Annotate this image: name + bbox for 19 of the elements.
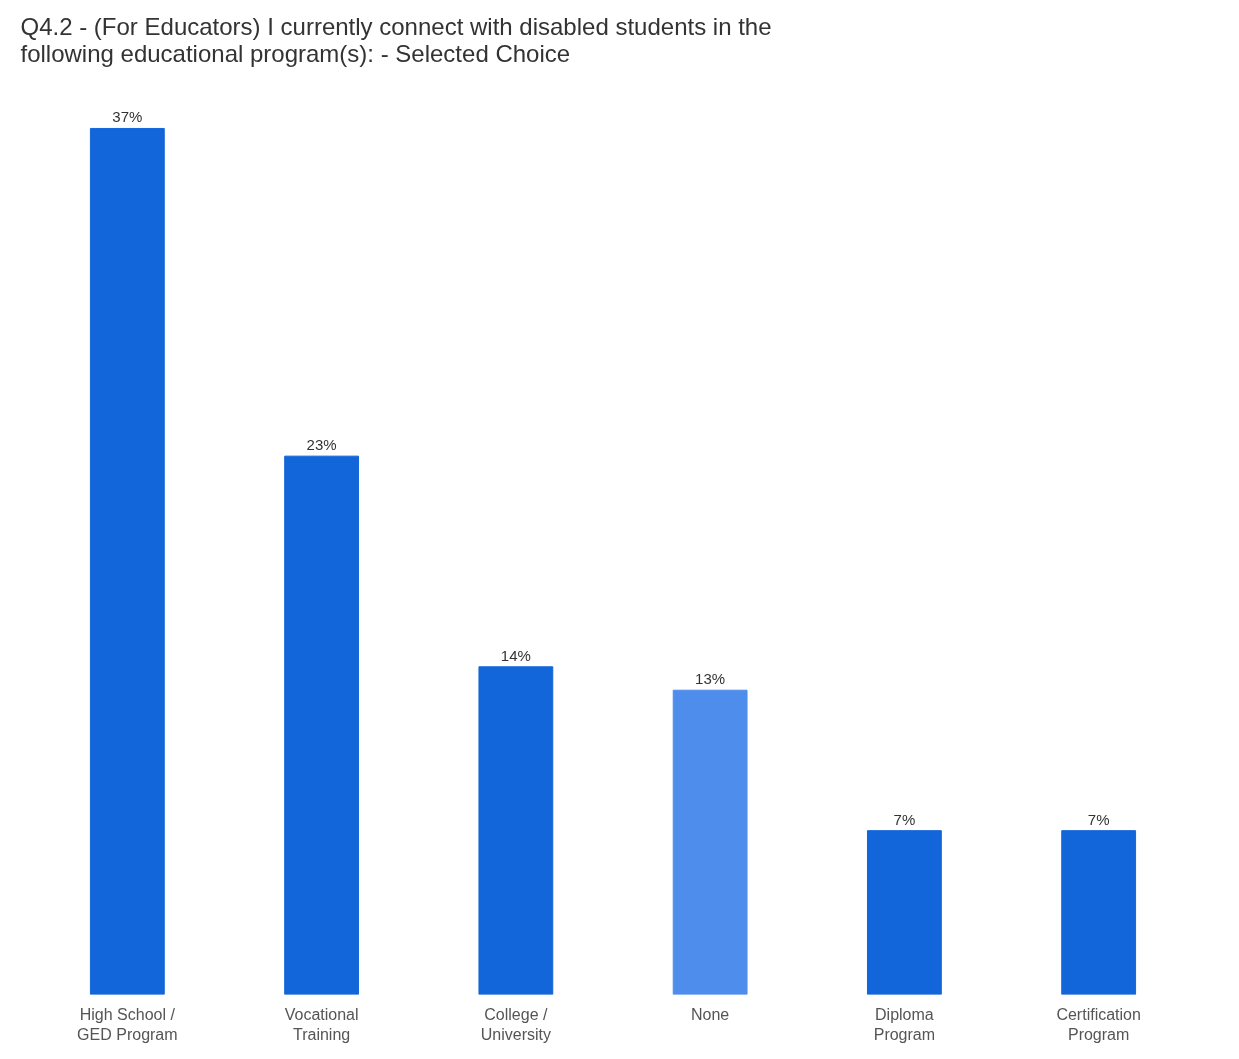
data-label: 14% <box>500 646 531 664</box>
data-label: 13% <box>695 670 726 688</box>
x-tick-label: Certification Program <box>1056 1005 1141 1043</box>
bar <box>1061 830 1137 995</box>
chart-title: Q4.2 - (For Educators) I currently connect with disabled students in the following educational program(s): - Selected Choice <box>20 12 772 67</box>
bar <box>866 830 942 995</box>
x-tick-label: College / University <box>480 1005 551 1043</box>
bar <box>89 127 165 995</box>
bar <box>284 455 360 995</box>
bar <box>672 689 748 995</box>
data-label: 37% <box>112 108 143 126</box>
data-label: 23% <box>306 436 337 454</box>
data-label: 7% <box>1087 810 1110 828</box>
x-tick-label: None <box>691 1005 730 1023</box>
bar <box>478 666 554 995</box>
data-label: 7% <box>893 810 916 828</box>
x-tick-label: Diploma Program <box>873 1005 936 1043</box>
x-tick-label: Vocational Training <box>284 1005 359 1043</box>
x-tick-label: High School / GED Program <box>77 1005 178 1043</box>
